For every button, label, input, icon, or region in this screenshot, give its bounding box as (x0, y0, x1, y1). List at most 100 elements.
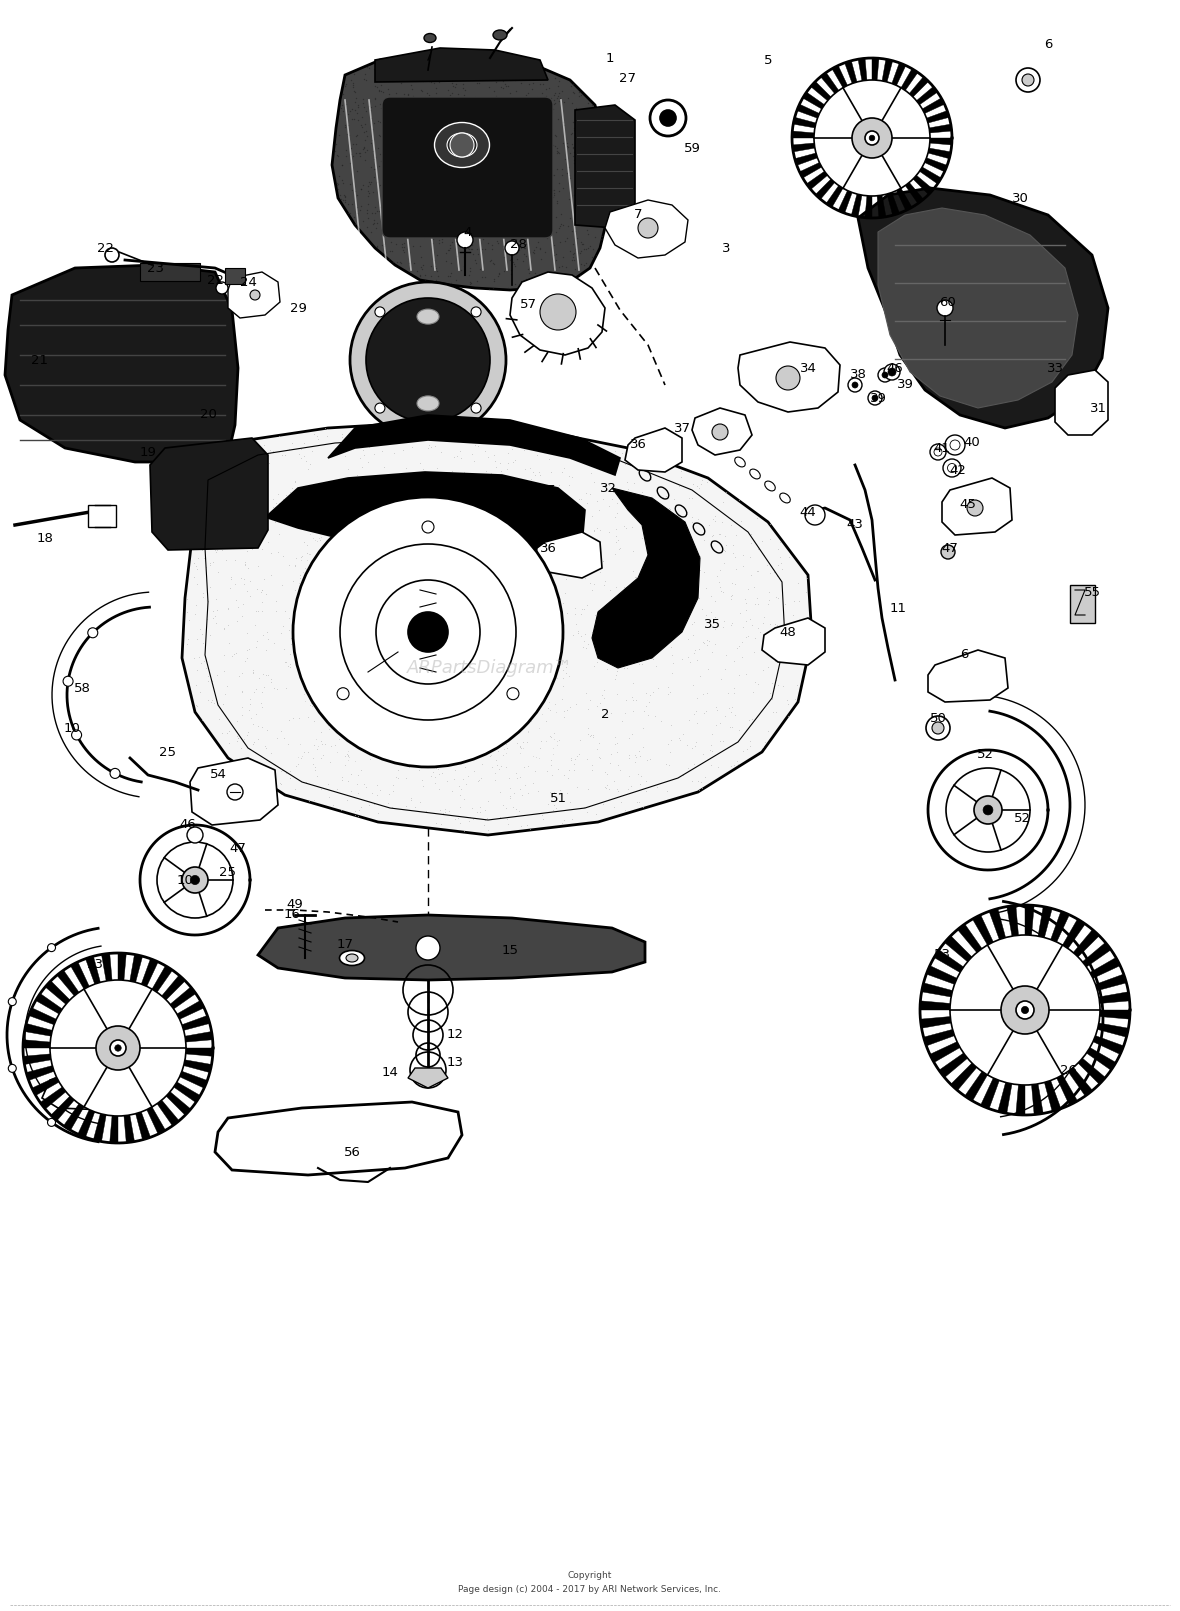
Point (267, 598, 286, 623)
Point (307, 570, 326, 596)
Point (586, 110, 605, 135)
Point (341, 472, 360, 498)
Point (614, 641, 632, 667)
Point (550, 541, 569, 567)
Point (498, 420, 517, 446)
Point (557, 159, 576, 185)
Point (524, 433, 543, 459)
Point (634, 632, 653, 657)
Point (402, 427, 421, 453)
Point (565, 116, 584, 142)
Point (700, 512, 719, 538)
Point (367, 781, 386, 807)
Point (362, 490, 381, 516)
Point (460, 578, 479, 604)
Point (303, 585, 322, 611)
Point (371, 142, 389, 168)
Point (536, 514, 555, 540)
Point (284, 638, 303, 664)
Point (399, 623, 418, 649)
Point (413, 511, 432, 536)
Point (219, 630, 238, 656)
Point (389, 190, 408, 216)
Point (703, 506, 722, 532)
Point (471, 188, 490, 214)
Point (498, 214, 517, 240)
Point (238, 719, 257, 744)
Circle shape (457, 232, 473, 248)
Polygon shape (184, 1060, 211, 1073)
Point (208, 662, 227, 688)
Text: 16: 16 (283, 909, 301, 921)
Point (296, 491, 315, 517)
Point (531, 593, 550, 619)
Point (328, 171, 347, 197)
Point (605, 731, 624, 757)
Polygon shape (1099, 992, 1129, 1004)
Polygon shape (792, 130, 814, 139)
Point (355, 111, 374, 137)
Point (467, 69, 486, 95)
Point (474, 545, 493, 570)
Point (273, 757, 291, 783)
Point (598, 622, 617, 648)
Point (503, 535, 522, 561)
Point (185, 644, 204, 670)
Point (629, 641, 648, 667)
Point (184, 549, 203, 575)
Point (275, 649, 294, 675)
Point (463, 412, 481, 438)
Polygon shape (182, 1015, 210, 1031)
Point (555, 89, 573, 114)
Point (644, 564, 663, 590)
Point (374, 234, 393, 259)
Point (603, 478, 622, 504)
Point (405, 578, 424, 604)
Point (703, 524, 722, 549)
Point (722, 715, 741, 741)
Point (511, 690, 530, 715)
Point (747, 557, 766, 583)
Point (648, 448, 667, 474)
Point (542, 752, 560, 778)
Point (433, 746, 452, 772)
Point (530, 503, 549, 528)
Point (487, 229, 506, 255)
Point (615, 656, 634, 681)
Point (321, 593, 340, 619)
Point (548, 506, 566, 532)
Point (320, 681, 339, 707)
Bar (225, 267, 245, 284)
Point (345, 585, 363, 611)
Point (422, 685, 441, 710)
Point (763, 699, 782, 725)
Point (413, 87, 432, 113)
Point (280, 757, 299, 783)
Point (468, 768, 487, 794)
Point (670, 727, 689, 752)
Point (571, 147, 590, 172)
Point (575, 172, 594, 198)
Point (519, 100, 538, 126)
Point (275, 636, 294, 662)
Point (628, 441, 647, 467)
Point (494, 736, 513, 762)
Point (355, 430, 374, 456)
Point (346, 495, 365, 520)
Point (583, 201, 602, 227)
Point (368, 603, 387, 628)
Point (199, 488, 218, 514)
Point (299, 675, 317, 701)
Point (367, 727, 386, 752)
Point (291, 545, 310, 570)
Point (504, 599, 523, 625)
Point (418, 512, 437, 538)
Point (512, 235, 531, 261)
Point (487, 140, 506, 166)
Point (211, 482, 230, 507)
Point (507, 765, 526, 791)
Point (299, 456, 317, 482)
Point (198, 686, 217, 712)
Point (312, 553, 330, 578)
Point (405, 127, 424, 153)
